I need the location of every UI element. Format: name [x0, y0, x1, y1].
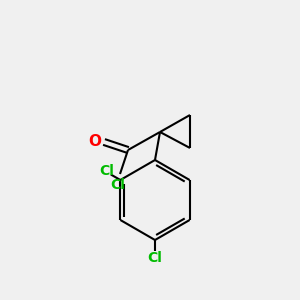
Text: Cl: Cl	[148, 251, 162, 265]
Text: Cl: Cl	[111, 178, 125, 192]
Text: O: O	[88, 134, 101, 149]
Text: Cl: Cl	[99, 164, 114, 178]
